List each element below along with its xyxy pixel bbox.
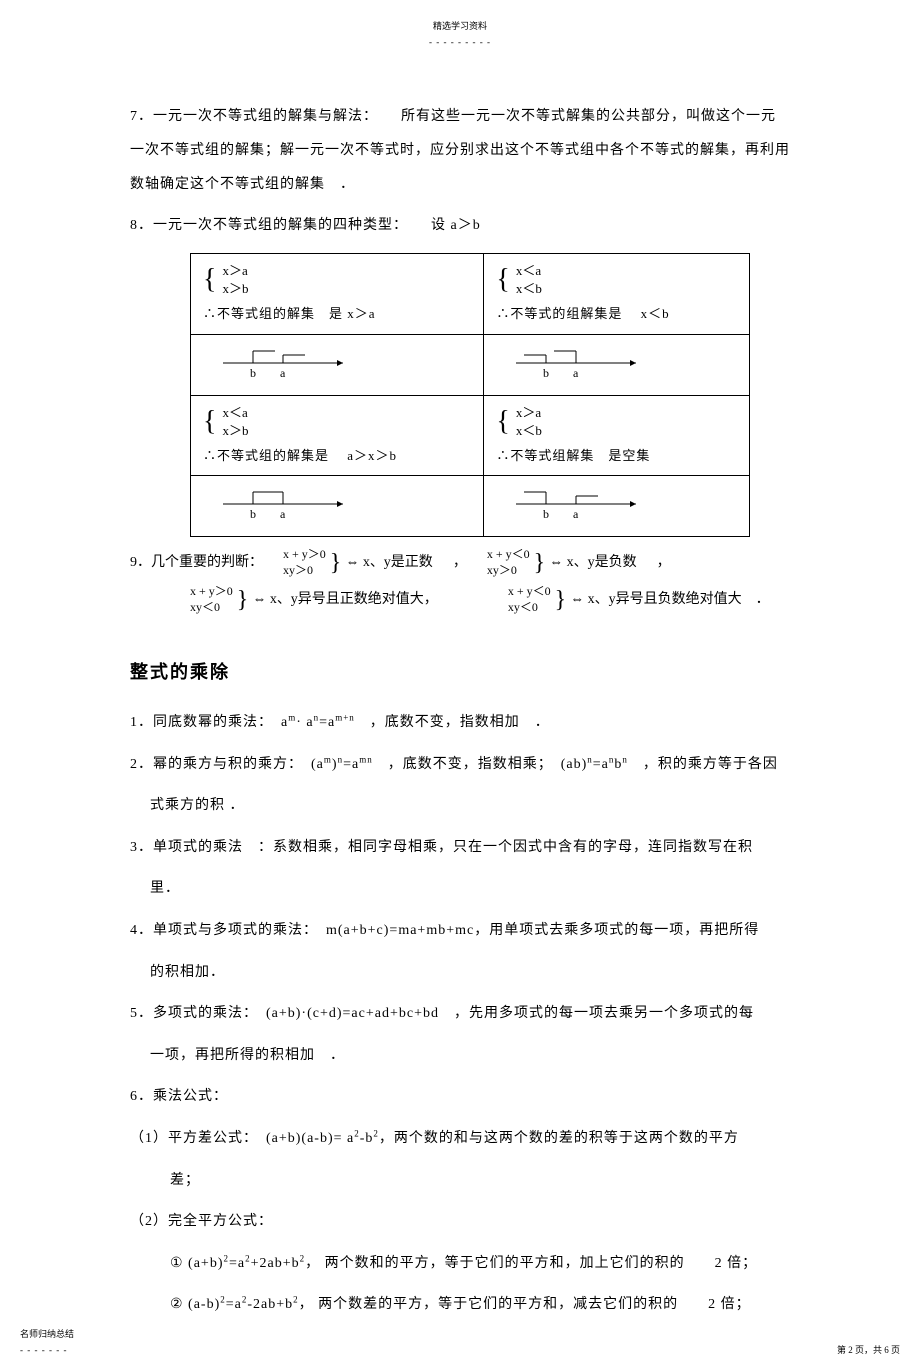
nl-label-b: b xyxy=(250,366,256,380)
cell-line: x＞a xyxy=(222,262,248,280)
para-9-row1: 9．几个重要的判断： x + y＞0 xy＞0 } ⇔ x、y是正数 ， x +… xyxy=(130,547,790,578)
main-content: 7．一元一次不等式组的解集与解法： 所有这些一元一次不等式解集的公共部分，叫做这… xyxy=(0,50,920,1370)
svg-text:b: b xyxy=(543,507,549,521)
svg-text:b: b xyxy=(543,366,549,380)
para-s3-cont: 里． xyxy=(130,872,790,906)
cell-r4c2: b a xyxy=(484,476,750,537)
cell-line: x＜b xyxy=(516,280,542,298)
numberline-svg: b a xyxy=(203,484,363,528)
cell-therefore: ∴不等式的组解集是 x＜b xyxy=(496,302,737,325)
para-s4-cont: 的积相加． xyxy=(130,956,790,990)
cell-r4c1: b a xyxy=(191,476,484,537)
footer-left: 名师归纳总结 - - - - - - - xyxy=(20,1326,74,1358)
math-block-1: x + y＞0 xy＞0 } ⇔ x、y是正数 xyxy=(283,547,433,578)
cell-r2c1: b a xyxy=(191,334,484,395)
para-s2-cont: 式乘方的积 ． xyxy=(130,789,790,823)
cell-line: x＞b xyxy=(222,422,248,440)
math-block-2: x + y＜0 xy＞0 } ⇔ x、y是负数 xyxy=(487,547,637,578)
para-s6: 6．乘法公式： xyxy=(130,1080,790,1114)
para-s5-cont: 一项，再把所得的积相加 ． xyxy=(130,1039,790,1073)
para-s6-2: （2）完全平方公式： xyxy=(130,1205,790,1239)
para-8: 8．一元一次不等式组的解集的四种类型： 设 a＞b xyxy=(130,209,790,243)
cell-line: x＜b xyxy=(516,422,542,440)
cell-r2c2: b a xyxy=(484,334,750,395)
para-s6-1-cont: 差； xyxy=(130,1164,790,1198)
para-s4: 4．单项式与多项式的乘法： m(a+b+c)=ma+mb+mc，用单项式去乘多项… xyxy=(130,914,790,948)
svg-text:b: b xyxy=(250,507,256,521)
header-dots: - - - - - - - - - xyxy=(0,34,920,50)
svg-text:a: a xyxy=(280,507,286,521)
cell-r3c2: { x＞a x＜b ∴不等式组解集 是空集 xyxy=(484,395,750,476)
para-s1: 1．同底数幂的乘法： am· an=am+n ，底数不变，指数相加 ． xyxy=(130,706,790,740)
para-7: 7．一元一次不等式组的解集与解法： 所有这些一元一次不等式解集的公共部分，叫做这… xyxy=(130,100,790,201)
para-s6-1: （1）平方差公式： (a+b)(a-b)= a2-b2，两个数的和与这两个数的差… xyxy=(130,1122,790,1156)
cell-line: x＞a xyxy=(516,404,542,422)
para-9-row2: x + y＞0 xy＜0 } ⇔ x、y异号且正数绝对值大， x + y＜0 x… xyxy=(130,584,790,615)
cell-r3c1: { x＜a x＞b ∴不等式组的解集是 a＞x＞b xyxy=(191,395,484,476)
footer-right: 第 2 页，共 6 页 xyxy=(837,1342,900,1358)
header-title: 精选学习资料 xyxy=(0,0,920,34)
inequality-table: { x＞a x＞b ∴不等式组的解集 是 x＞a { x＜a x＜b xyxy=(190,253,790,538)
para-s6-2a: ① (a+b)2=a2+2ab+b2， 两个数和的平方，等于它们的平方和，加上它… xyxy=(130,1247,790,1281)
cell-r1c2: { x＜a x＜b ∴不等式的组解集是 x＜b xyxy=(484,253,750,334)
numberline-svg: b a xyxy=(203,343,363,387)
para-s6-2b: ② (a-b)2=a2-2ab+b2， 两个数差的平方，等于它们的平方和，减去它… xyxy=(130,1288,790,1322)
para-s5: 5．多项式的乘法： (a+b)·(c+d)=ac+ad+bc+bd ，先用多项式… xyxy=(130,997,790,1031)
cell-line: x＜a xyxy=(516,262,542,280)
numberline-svg: b a xyxy=(496,484,656,528)
para-s2: 2．幂的乘方与积的乘方： (am)n=amn ，底数不变，指数相乘； (ab)n… xyxy=(130,748,790,782)
p9-label: 9．几个重要的判断： xyxy=(130,550,263,575)
cell-therefore: ∴不等式组的解集是 a＞x＞b xyxy=(203,444,471,467)
cell-line: x＜a xyxy=(222,404,248,422)
svg-text:a: a xyxy=(573,507,579,521)
cell-therefore: ∴不等式组的解集 是 x＞a xyxy=(203,302,471,325)
para-s3: 3．单项式的乘法 ：系数相乘，相同字母相乘，只在一个因式中含有的字母，连同指数写… xyxy=(130,831,790,865)
numberline-svg: b a xyxy=(496,343,656,387)
section-title: 整式的乘除 xyxy=(130,656,790,688)
cell-r1c1: { x＞a x＞b ∴不等式组的解集 是 x＞a xyxy=(191,253,484,334)
math-block-3: x + y＞0 xy＜0 } ⇔ x、y异号且正数绝对值大， xyxy=(190,584,438,615)
cell-therefore: ∴不等式组解集 是空集 xyxy=(496,444,737,467)
nl-label-a: a xyxy=(280,366,286,380)
svg-text:a: a xyxy=(573,366,579,380)
cell-line: x＞b xyxy=(222,280,248,298)
math-block-4: x + y＜0 xy＜0 } ⇔ x、y异号且负数绝对值大 ． xyxy=(508,584,770,615)
